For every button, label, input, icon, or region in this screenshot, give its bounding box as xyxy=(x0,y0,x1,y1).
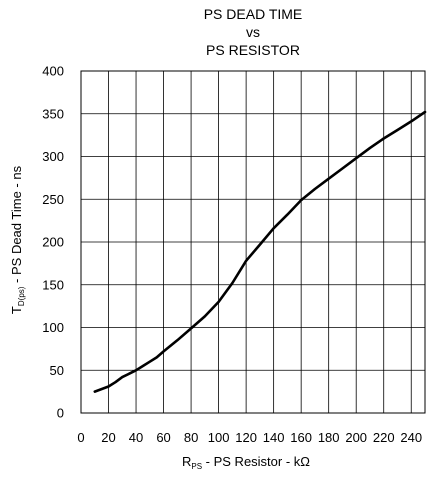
y-tick-label: 50 xyxy=(50,363,64,378)
x-tick-label: 140 xyxy=(263,430,285,445)
title-line: PS RESISTOR xyxy=(206,42,300,58)
series-line xyxy=(93,110,427,393)
x-tick-label: 120 xyxy=(235,430,257,445)
y-tick-label: 150 xyxy=(42,277,64,292)
y-tick-label: 350 xyxy=(42,106,64,121)
x-tick-label: 180 xyxy=(318,430,340,445)
x-tick-label: 160 xyxy=(290,430,312,445)
plot-area-frame xyxy=(80,70,426,414)
x-tick-label: 200 xyxy=(345,430,367,445)
y-tick-label: 200 xyxy=(42,235,64,250)
y-tick-label: 250 xyxy=(42,192,64,207)
series xyxy=(93,110,427,393)
x-axis-ticks: 0 20 40 60 80 100 120 140 160 180 200 220 240 xyxy=(77,430,422,445)
y-tick-label: 300 xyxy=(42,149,64,164)
x-tick-label: 220 xyxy=(373,430,395,445)
title-line: vs xyxy=(246,24,260,40)
title-line: PS DEAD TIME xyxy=(204,6,303,22)
x-tick-label: 60 xyxy=(156,430,170,445)
x-tick-label: 80 xyxy=(184,430,198,445)
x-tick-label: 240 xyxy=(400,430,422,445)
y-tick-label: 0 xyxy=(57,406,64,421)
x-tick-label: 40 xyxy=(129,430,143,445)
y-tick-label: 400 xyxy=(42,64,64,79)
y-axis-title: TD(ps) - PS Dead Time - ns xyxy=(9,165,26,314)
x-tick-label: 20 xyxy=(101,430,115,445)
chart-title: PS DEAD TIME vs PS RESISTOR xyxy=(204,6,303,58)
y-tick-label: 100 xyxy=(42,320,64,335)
grid-lines xyxy=(81,71,425,413)
x-axis-title: RPS - PS Resistor - kΩ xyxy=(182,454,310,471)
x-tick-label: 0 xyxy=(77,430,84,445)
x-tick-label: 100 xyxy=(208,430,230,445)
y-axis-ticks: 0 50 100 150 200 250 300 350 400 xyxy=(42,64,64,421)
